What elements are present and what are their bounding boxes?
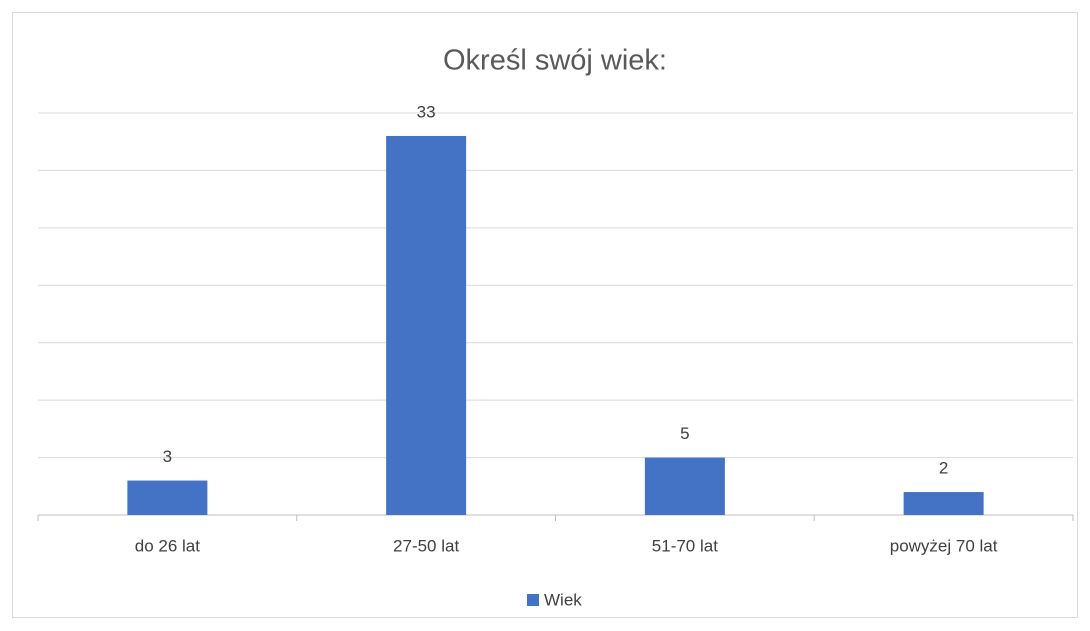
data-label: 2: [939, 459, 948, 478]
chart-border: [12, 12, 1078, 618]
legend-label: Wiek: [544, 590, 582, 609]
x-tick-label: 51-70 lat: [652, 536, 718, 555]
bar: [903, 492, 984, 515]
bar: [386, 135, 467, 515]
bar: [644, 457, 725, 515]
bar: [127, 480, 208, 515]
x-tick-label: 27-50 lat: [393, 536, 459, 555]
x-tick-label: powyżej 70 lat: [890, 536, 998, 555]
data-label: 3: [163, 447, 172, 466]
data-label: 33: [417, 102, 436, 121]
data-label: 5: [680, 424, 689, 443]
chart-title: Określ swój wiek:: [443, 45, 667, 77]
x-tick-label: do 26 lat: [135, 536, 200, 555]
legend-swatch: [527, 594, 539, 606]
